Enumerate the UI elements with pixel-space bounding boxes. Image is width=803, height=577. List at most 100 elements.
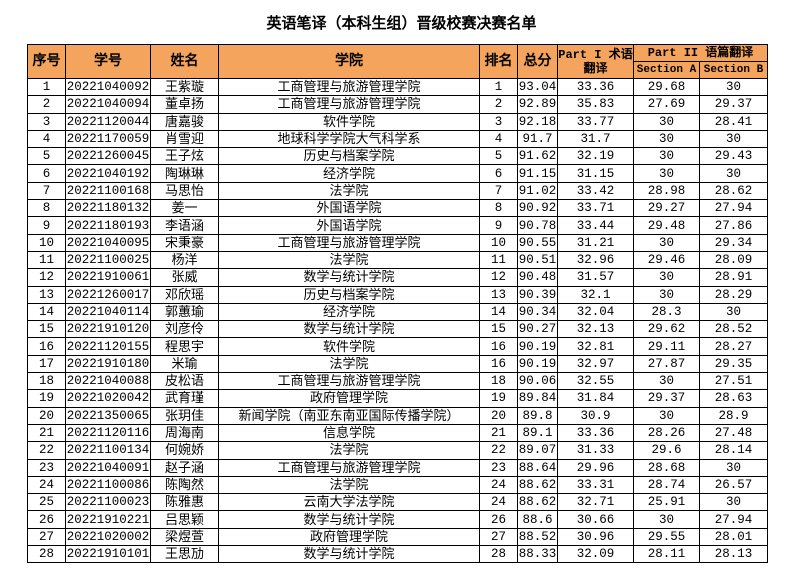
table-cell: 数学与统计学院 [218, 320, 480, 339]
table-cell: 20221040091 [65, 458, 151, 477]
table-cell: 肖雪迎 [150, 129, 219, 149]
table-cell: 28.11 [633, 545, 700, 564]
table-cell: 20221120155 [65, 337, 151, 356]
table-cell: 30 [699, 302, 768, 322]
table-cell: 工商管理与旅游管理学院 [218, 95, 480, 114]
table-cell: 李语涵 [150, 216, 219, 235]
table-cell: 20221350065 [65, 406, 151, 425]
table-cell: 33.44 [557, 216, 634, 235]
table-cell: 王子炫 [150, 147, 219, 166]
table-cell: 91.7 [517, 129, 558, 149]
table-cell: 29.68 [633, 77, 700, 97]
table-cell: 陶琳琳 [150, 164, 219, 183]
table-cell: 28.29 [699, 285, 768, 304]
table-cell: 20221910221 [65, 510, 151, 529]
table-cell: 31.57 [557, 268, 634, 287]
table-cell: 16 [479, 354, 518, 374]
table-cell: 刘彦伶 [150, 320, 219, 339]
table-cell: 杨洋 [150, 250, 219, 270]
table-cell: 29.34 [699, 233, 768, 252]
table-cell: 93.04 [517, 77, 558, 97]
table-row: 5 20221260045 王子炫 历史与档案学院 5 91.62 32.19 30 29.43 [27, 147, 768, 166]
table-cell: 28.98 [633, 181, 700, 201]
table-cell: 28.62 [699, 181, 768, 201]
table-cell: 20221180132 [65, 199, 151, 218]
table-cell: 30 [633, 147, 700, 166]
header-cell: 总分 [517, 44, 558, 79]
table-cell: 11 [27, 250, 66, 270]
table-cell: 28.74 [633, 475, 700, 495]
table-row: 28 20221910101 王思劢 数学与统计学院 28 88.33 32.09 28.11… [27, 545, 768, 564]
table-cell: 10 [27, 233, 66, 252]
table-cell: 30 [633, 129, 700, 149]
table-cell: 8 [27, 199, 66, 218]
table-cell: 6 [479, 164, 518, 183]
table-cell: 唐嘉骏 [150, 112, 219, 131]
table-cell: 20221910061 [65, 268, 151, 287]
table-cell: 27.94 [699, 510, 768, 529]
table-cell: 28.13 [699, 545, 768, 564]
table-cell: 23 [479, 458, 518, 477]
table-cell: 20221910101 [65, 545, 151, 564]
table-cell: 30 [633, 164, 700, 183]
table-cell: 宋秉豪 [150, 233, 219, 252]
table-cell: 3 [479, 112, 518, 131]
header-cell: 序号 [27, 44, 66, 79]
table-cell: 32.13 [557, 320, 634, 339]
table-cell: 5 [479, 147, 518, 166]
table-cell: 工商管理与旅游管理学院 [218, 458, 480, 477]
table-cell: 4 [479, 129, 518, 149]
table-cell: 马思怡 [150, 181, 219, 201]
table-cell: 89.07 [517, 441, 558, 460]
table-cell: 赵子涵 [150, 458, 219, 477]
table-cell: 18 [479, 372, 518, 391]
table-cell: 33.36 [557, 77, 634, 97]
table-cell: 24 [479, 475, 518, 495]
table-cell: 20221120116 [65, 423, 151, 443]
table-cell: 16 [479, 337, 518, 356]
table-cell: 20221100086 [65, 475, 151, 495]
table-cell: 28.91 [699, 268, 768, 287]
table-cell: 30 [699, 493, 768, 512]
table-cell: 外国语学院 [218, 216, 480, 235]
table-cell: 政府管理学院 [218, 527, 480, 547]
table-cell: 89.84 [517, 389, 558, 408]
table-row: 15 20221910120 刘彦伶 数学与统计学院 15 90.27 32.13 29.62… [27, 320, 768, 339]
table-cell: 29.6 [633, 441, 700, 460]
table-cell: 11 [479, 250, 518, 270]
table-cell: 91.02 [517, 181, 558, 201]
table-cell: 法学院 [218, 181, 480, 201]
table-cell: 30 [633, 112, 700, 131]
table-cell: 20221170059 [65, 129, 151, 149]
table-cell: 26 [479, 510, 518, 529]
table-cell: 31.21 [557, 233, 634, 252]
table-cell: 90.19 [517, 354, 558, 374]
table-cell: 8 [479, 199, 518, 218]
table-cell: 2 [27, 95, 66, 114]
table-cell: 91.15 [517, 164, 558, 183]
table-row: 25 20221100023 陈雅惠 云南大学法学院 24 88.62 32.71 25.91… [27, 493, 768, 512]
table-cell: 92.89 [517, 95, 558, 114]
table-cell: 20221020002 [65, 527, 151, 547]
table-cell: 13 [27, 285, 66, 304]
table-cell: 软件学院 [218, 112, 480, 131]
table-cell: 王紫璇 [150, 77, 219, 97]
table-body: 1 20221040092 王紫璇 工商管理与旅游管理学院 1 93.04 33.36 29.… [27, 77, 768, 564]
table-cell: 24 [27, 475, 66, 495]
table-row: 13 20221260017 邓欣瑶 历史与档案学院 13 90.39 32.1 30 28.2… [27, 285, 768, 304]
table-cell: 30 [633, 406, 700, 425]
table-cell: 27 [27, 527, 66, 547]
table-cell: 31.15 [557, 164, 634, 183]
table-cell: 31.84 [557, 389, 634, 408]
table-cell: 武育瑾 [150, 389, 219, 408]
table-cell: 90.27 [517, 320, 558, 339]
header-cell: 学号 [65, 44, 151, 79]
table-cell: 地球科学学院大气科学系 [218, 129, 480, 149]
table-cell: 政府管理学院 [218, 389, 480, 408]
table-cell: 20221040095 [65, 233, 151, 252]
table-cell: 88.64 [517, 458, 558, 477]
table-cell: 28.41 [699, 112, 768, 131]
table-row: 18 20221040088 皮松语 工商管理与旅游管理学院 18 90.06 32.55 3… [27, 372, 768, 391]
table-cell: 5 [27, 147, 66, 166]
table-cell: 历史与档案学院 [218, 285, 480, 304]
